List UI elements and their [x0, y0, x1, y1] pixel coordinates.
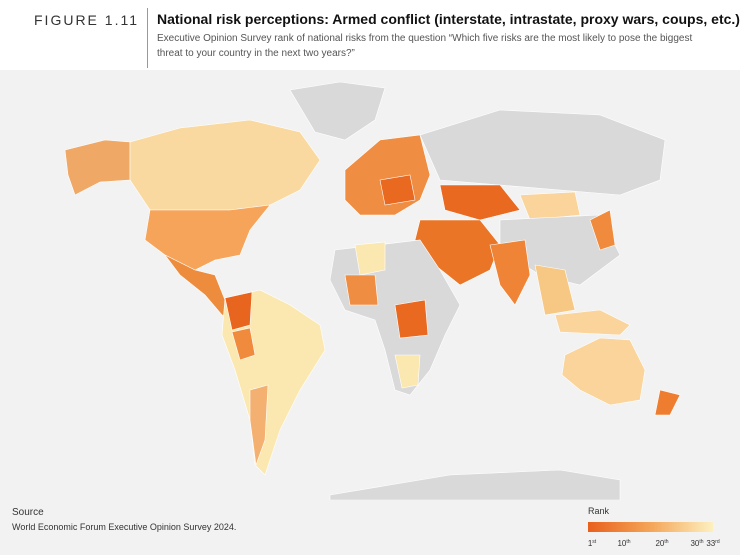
legend-tick-number: 33 — [706, 539, 715, 548]
legend-tick-suffix: st — [592, 539, 597, 545]
legend-tick: 10th — [617, 539, 630, 548]
world-map — [64, 81, 681, 500]
legend-tick: 30th — [690, 539, 703, 548]
figure-number: FIGURE 1.11 — [34, 12, 139, 28]
subtitle: Executive Opinion Survey rank of nationa… — [157, 33, 693, 59]
source-text: World Economic Forum Executive Opinion S… — [12, 522, 237, 532]
legend-tick-suffix: rd — [715, 539, 720, 545]
title: National risk perceptions: Armed conflic… — [157, 11, 740, 27]
legend-tick-number: 1 — [588, 539, 593, 548]
legend-tick-number: 30 — [690, 539, 699, 548]
legend-tick-suffix: th — [626, 539, 630, 545]
legend-title: Rank — [588, 506, 610, 516]
divider — [147, 8, 148, 68]
legend-tick-suffix: th — [699, 539, 703, 545]
header: FIGURE 1.11 National risk perceptions: A… — [0, 0, 740, 70]
legend-tick-suffix: th — [664, 539, 668, 545]
legend-tick-number: 10 — [617, 539, 626, 548]
legend: Rank 1st 10th 20th 30th 33rd — [588, 506, 720, 548]
source-label: Source — [12, 507, 44, 518]
legend-gradient — [588, 522, 713, 532]
legend-tick-number: 20 — [655, 539, 664, 548]
legend-tick: 1st — [588, 539, 597, 548]
legend-tick: 33rd — [706, 539, 720, 548]
legend-tick: 20th — [655, 539, 668, 548]
